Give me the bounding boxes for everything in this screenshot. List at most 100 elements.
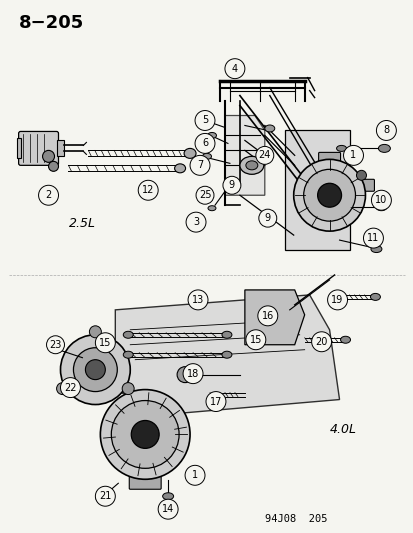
- Ellipse shape: [245, 161, 257, 170]
- Ellipse shape: [221, 351, 231, 358]
- Circle shape: [89, 326, 101, 338]
- Circle shape: [48, 161, 58, 171]
- Text: 3: 3: [192, 217, 199, 227]
- Text: 14: 14: [161, 504, 174, 514]
- Text: 12: 12: [142, 185, 154, 195]
- Text: 25: 25: [198, 190, 211, 200]
- Ellipse shape: [370, 246, 381, 253]
- Ellipse shape: [207, 206, 216, 211]
- Circle shape: [185, 212, 206, 232]
- Ellipse shape: [340, 336, 350, 343]
- Circle shape: [223, 176, 240, 194]
- Ellipse shape: [377, 144, 389, 152]
- Ellipse shape: [239, 156, 263, 174]
- Circle shape: [224, 59, 244, 79]
- Ellipse shape: [174, 164, 185, 173]
- Ellipse shape: [111, 400, 179, 469]
- Circle shape: [196, 186, 214, 204]
- Circle shape: [158, 499, 178, 519]
- Polygon shape: [17, 139, 21, 158]
- Circle shape: [177, 367, 192, 383]
- Text: 8−205: 8−205: [19, 14, 84, 32]
- Ellipse shape: [50, 344, 60, 351]
- Ellipse shape: [225, 182, 234, 188]
- Circle shape: [185, 465, 204, 485]
- Circle shape: [73, 348, 117, 392]
- Circle shape: [122, 383, 134, 394]
- Text: 1: 1: [192, 470, 198, 480]
- Text: 11: 11: [366, 233, 379, 243]
- Text: 2: 2: [45, 190, 52, 200]
- Circle shape: [195, 133, 214, 154]
- Ellipse shape: [370, 293, 380, 301]
- Text: 5: 5: [202, 116, 208, 125]
- Circle shape: [57, 383, 69, 394]
- Text: 18: 18: [187, 369, 199, 378]
- FancyBboxPatch shape: [129, 475, 161, 489]
- Circle shape: [245, 330, 265, 350]
- FancyBboxPatch shape: [358, 179, 373, 191]
- FancyBboxPatch shape: [318, 152, 340, 166]
- Circle shape: [60, 335, 130, 405]
- Ellipse shape: [96, 495, 107, 502]
- Circle shape: [311, 332, 331, 352]
- Ellipse shape: [303, 169, 355, 221]
- Circle shape: [356, 171, 366, 180]
- Circle shape: [343, 146, 363, 165]
- Circle shape: [206, 392, 225, 411]
- Text: 20: 20: [315, 337, 327, 347]
- Text: 9: 9: [264, 213, 270, 223]
- Text: 94J08  205: 94J08 205: [264, 514, 327, 524]
- Circle shape: [95, 333, 115, 353]
- Ellipse shape: [207, 133, 216, 139]
- Text: 22: 22: [64, 383, 76, 393]
- Text: 4.0L: 4.0L: [329, 423, 356, 436]
- Text: 17: 17: [209, 397, 222, 407]
- Ellipse shape: [197, 115, 206, 122]
- Polygon shape: [224, 116, 264, 195]
- Text: 23: 23: [49, 340, 62, 350]
- Circle shape: [95, 486, 115, 506]
- Ellipse shape: [123, 351, 133, 358]
- Text: 10: 10: [374, 195, 387, 205]
- Ellipse shape: [184, 148, 196, 158]
- Ellipse shape: [375, 204, 386, 211]
- Ellipse shape: [100, 390, 190, 479]
- Circle shape: [363, 228, 382, 248]
- Text: 1: 1: [349, 150, 356, 160]
- Polygon shape: [56, 140, 64, 156]
- Text: 24: 24: [258, 150, 271, 160]
- Circle shape: [131, 421, 159, 448]
- Text: 16: 16: [261, 311, 273, 321]
- Circle shape: [46, 336, 64, 354]
- Ellipse shape: [293, 159, 365, 231]
- Text: 8: 8: [382, 125, 389, 135]
- Circle shape: [85, 360, 105, 379]
- Ellipse shape: [336, 146, 346, 151]
- Polygon shape: [244, 290, 304, 345]
- Text: 7: 7: [197, 160, 203, 171]
- Text: 19: 19: [331, 295, 343, 305]
- Text: 15: 15: [249, 335, 261, 345]
- Circle shape: [138, 180, 158, 200]
- Ellipse shape: [123, 332, 133, 338]
- FancyBboxPatch shape: [19, 132, 58, 165]
- Circle shape: [190, 156, 209, 175]
- Circle shape: [60, 377, 80, 398]
- Polygon shape: [115, 295, 339, 415]
- Circle shape: [255, 147, 273, 164]
- Text: 15: 15: [99, 338, 111, 348]
- Text: 13: 13: [192, 295, 204, 305]
- Circle shape: [257, 306, 277, 326]
- Circle shape: [183, 364, 202, 384]
- Text: 6: 6: [202, 139, 208, 148]
- Text: 2.5L: 2.5L: [68, 216, 95, 230]
- Text: 9: 9: [228, 180, 235, 190]
- Circle shape: [370, 190, 390, 210]
- Ellipse shape: [202, 154, 211, 159]
- Circle shape: [195, 110, 214, 131]
- Polygon shape: [284, 131, 349, 250]
- Circle shape: [258, 209, 276, 227]
- Circle shape: [188, 290, 207, 310]
- Circle shape: [317, 183, 341, 207]
